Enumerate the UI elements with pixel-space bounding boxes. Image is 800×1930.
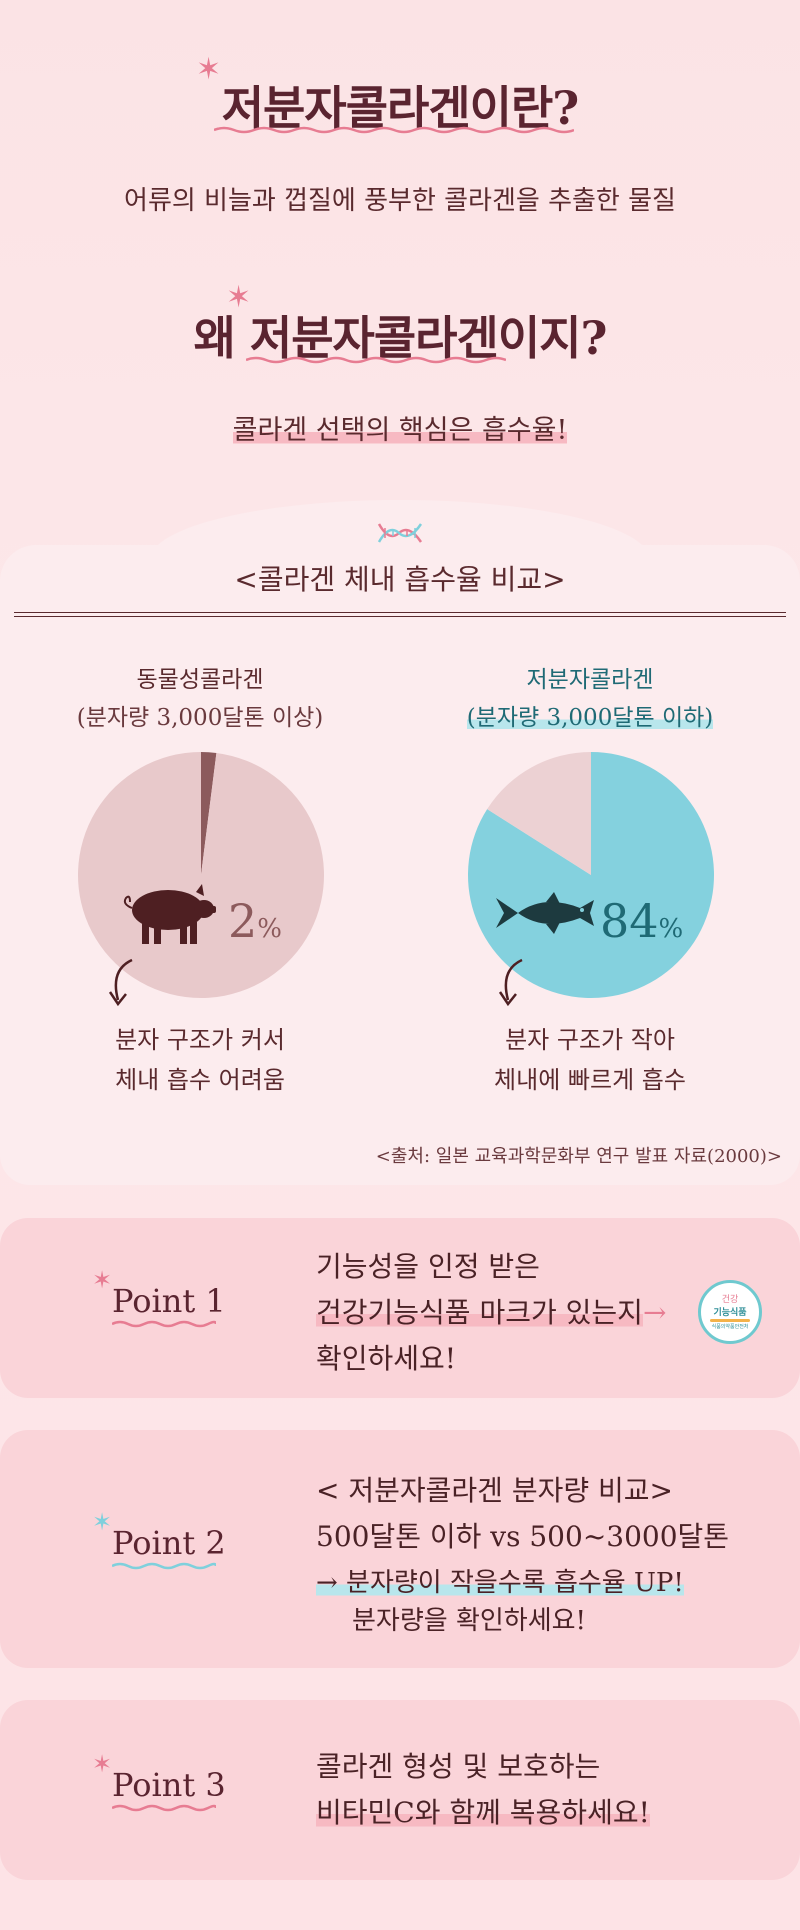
point1-line2: 건강기능식품 마크가 있는지→	[316, 1290, 666, 1336]
pink-underline	[246, 356, 506, 364]
pie-slice-비흡수	[78, 752, 325, 998]
point2-line2: 500달톤 이하 vs 500~3000달톤	[316, 1520, 730, 1553]
left-note-line1: 분자 구조가 커서	[115, 1026, 285, 1054]
badge-arc	[710, 1319, 750, 1322]
section1-subtitle: 어류의 비늘과 껍질에 풍부한 콜라겐을 추출한 물질	[124, 186, 676, 216]
badge-top: 건강	[721, 1295, 739, 1305]
point-label: Point 2	[112, 1524, 226, 1562]
title-prefix: 왜	[193, 311, 250, 365]
point1-text: 기능성을 인정 받은 건강기능식품 마크가 있는지→ 확인하세요!	[316, 1244, 666, 1382]
star-icon: ✶	[92, 1266, 113, 1294]
point3-line2: 비타민C와 함께 복용하세요!	[316, 1790, 650, 1836]
pig-icon	[123, 884, 216, 944]
point3-line2-text: 비타민C와 함께 복용하세요!	[316, 1796, 650, 1829]
right-name: 저분자콜라겐	[526, 667, 654, 693]
pink-underline	[214, 126, 574, 134]
left-pie-chart	[78, 752, 325, 998]
divider	[14, 612, 786, 613]
star-icon: ✶	[92, 1750, 113, 1778]
point1-line2-text: 건강기능식품 마크가 있는지	[316, 1296, 643, 1329]
point2-line4: 분자량을 확인하세요!	[352, 1606, 586, 1636]
section2-subtitle: 콜라겐 선택의 핵심은 흡수율!	[0, 408, 800, 447]
star-icon: ✶	[92, 1508, 113, 1536]
arrow-icon: →	[642, 1296, 667, 1329]
badge-bottom: 식품의약품안전처	[711, 1324, 749, 1330]
right-detail-text: (분자량 3,000달톤 이하)	[466, 705, 714, 731]
point-card-3	[0, 1700, 800, 1880]
right-note-line1: 분자 구조가 작아	[505, 1026, 675, 1054]
point2-line3: → 분자량이 작을수록 흡수율 UP!	[316, 1564, 684, 1602]
point1-line1: 기능성을 인정 받은	[316, 1250, 540, 1283]
divider	[14, 616, 786, 617]
blue-underline	[112, 1562, 216, 1570]
badge-mid: 기능식품	[713, 1308, 747, 1318]
curved-arrow-icon	[108, 958, 133, 1007]
star-icon: ✶	[226, 280, 252, 315]
right-pie-chart	[468, 752, 714, 998]
right-percent-unit: %	[658, 914, 684, 944]
point2-line3-text: → 분자량이 작을수록 흡수율 UP!	[316, 1568, 684, 1598]
health-food-badge: 건강 기능식품 식품의약품안전처	[698, 1280, 762, 1344]
point2-note: → 분자량이 작을수록 흡수율 UP! 분자량을 확인하세요!	[316, 1564, 684, 1640]
point-label: Point 1	[112, 1282, 226, 1320]
left-percent: 2%	[228, 894, 282, 948]
point-label: Point 3	[112, 1766, 226, 1804]
left-detail: (분자량 3,000달톤 이상)	[76, 705, 324, 731]
point3-text: 콜라겐 형성 및 보호하는 비타민C와 함께 복용하세요!	[316, 1744, 650, 1836]
pink-underline	[112, 1320, 216, 1328]
left-name: 동물성콜라겐	[136, 667, 264, 693]
point-card-2	[0, 1430, 800, 1668]
pink-underline	[112, 1804, 216, 1812]
left-note-line2: 체내 흡수 어려움	[115, 1066, 285, 1094]
title-suffix: 이지?	[497, 311, 608, 365]
right-detail: (분자량 3,000달톤 이하)	[420, 698, 760, 732]
pie-slice-흡수	[201, 752, 217, 875]
pie-slice-비흡수	[487, 752, 591, 875]
star-icon: ✶	[196, 52, 222, 87]
point2-line1: < 저분자콜라겐 분자량 비교>	[316, 1474, 673, 1507]
left-percent-unit: %	[257, 914, 282, 944]
comparison-title: <콜라겐 체내 흡수율 비교>	[234, 563, 566, 596]
left-percent-value: 2	[228, 894, 258, 948]
section1-title: 저분자콜라겐이란?	[221, 81, 580, 135]
highlighted-subtitle: 콜라겐 선택의 핵심은 흡수율!	[232, 415, 568, 446]
point1-line3: 확인하세요!	[316, 1342, 457, 1375]
source-note: <출처: 일본 교육과학문화부 연구 발표 자료(2000)>	[375, 1146, 782, 1167]
right-percent-value: 84	[600, 894, 659, 948]
right-note-line2: 체내에 빠르게 흡수	[494, 1066, 686, 1094]
curved-arrow-icon	[498, 958, 523, 1007]
title-highlight: 저분자콜라겐	[249, 311, 499, 365]
point2-text: < 저분자콜라겐 분자량 비교> 500달톤 이하 vs 500~3000달톤	[316, 1468, 729, 1560]
point3-line1: 콜라겐 형성 및 보호하는	[316, 1750, 601, 1783]
dna-icon	[377, 523, 423, 543]
section2-title: 왜 저분자콜라겐이지?	[0, 302, 800, 368]
right-percent: 84%	[600, 894, 683, 948]
fish-icon	[496, 892, 594, 934]
